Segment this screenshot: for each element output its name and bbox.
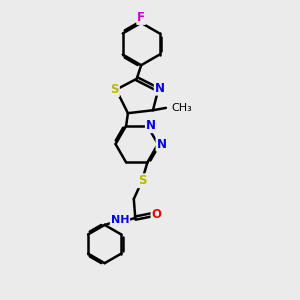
Text: S: S <box>138 174 146 187</box>
Text: N: N <box>146 119 156 132</box>
Text: F: F <box>137 11 145 24</box>
Text: S: S <box>110 83 119 96</box>
Text: N: N <box>157 138 166 151</box>
Text: O: O <box>152 208 161 221</box>
Text: NH: NH <box>111 215 129 226</box>
Text: N: N <box>155 82 165 95</box>
Text: CH₃: CH₃ <box>172 103 193 113</box>
